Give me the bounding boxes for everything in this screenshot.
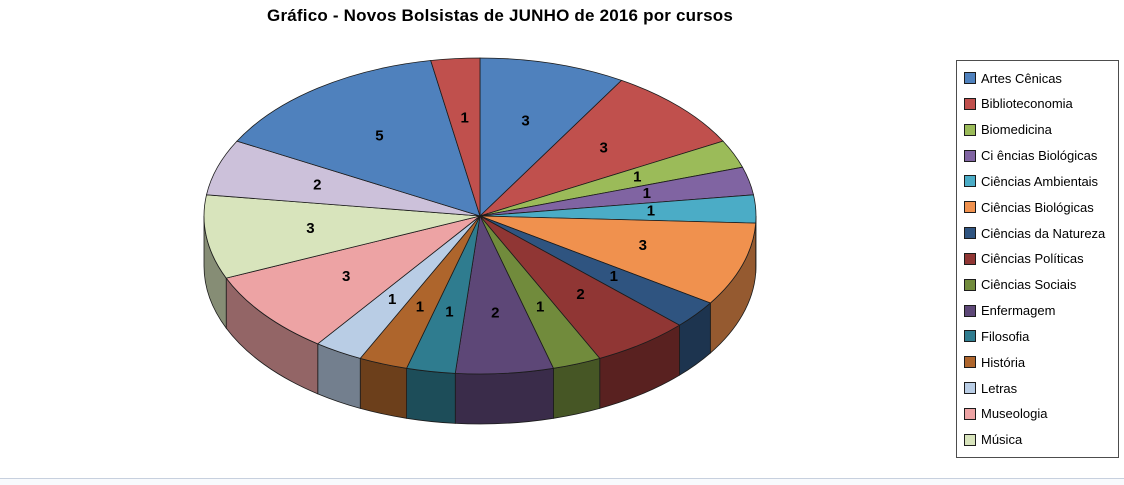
legend-swatch [964,123,976,136]
legend-label: Biblioteconomia [981,96,1073,112]
legend-swatch [964,175,976,188]
legend-swatch [964,433,976,446]
legend-label: Ciências Biológicas [981,199,1094,215]
legend-swatch [964,201,976,214]
legend-swatch [964,382,976,395]
legend-label: Museologia [981,406,1048,422]
legend-label: Ciências Políticas [981,251,1084,267]
bottom-divider [0,478,1124,485]
pie-slice-label: 1 [416,299,424,316]
pie-slice-label: 1 [388,291,396,308]
pie-slice-label: 3 [521,113,529,130]
legend-item[interactable]: História [964,354,1112,370]
pie-slice-label: 1 [647,203,655,220]
legend-swatch [964,278,976,291]
pie-slice[interactable] [430,57,481,217]
legend-label: Ciências da Natureza [981,225,1106,241]
legend-label: Biomedicina [981,122,1052,138]
legend-item[interactable]: Ciências da Natureza [964,225,1112,241]
legend-swatch [964,407,976,420]
pie-slice-label: 3 [306,220,314,237]
pie-slice-label: 1 [633,168,641,185]
pie-slice-side [406,367,456,424]
pie-slice-label: 1 [610,268,618,285]
legend-label: Enfermagem [981,303,1056,319]
pie-slice-label: 3 [639,237,647,254]
legend-swatch [964,356,976,369]
chart-title: Gráfico - Novos Bolsistas de JUNHO de 20… [267,6,733,25]
legend-swatch [964,72,976,84]
legend-item[interactable]: Ciências Políticas [964,251,1112,267]
legend-swatch [964,304,976,317]
legend-swatch [964,227,976,240]
legend-label: História [981,354,1026,370]
legend-item[interactable]: Filosofia [964,328,1112,344]
pie-slice-label: 2 [576,286,584,303]
legend: Artes Cênicas Biblioteconomia Biomedicina C… [956,60,1119,458]
pie-slice-label: 1 [643,185,651,202]
legend-item[interactable]: Enfermagem [964,303,1112,319]
pie-slice[interactable] [236,60,481,217]
pie-slice[interactable] [225,215,481,345]
pie-slice[interactable] [479,215,757,304]
legend-item[interactable]: Ciências Sociais [964,277,1112,293]
legend-item[interactable]: Letras [964,380,1112,396]
pie-slice[interactable] [479,57,623,217]
legend-swatch [964,252,976,265]
legend-label: Música [981,432,1023,448]
legend-swatch [964,149,976,162]
legend-item[interactable]: Música [964,432,1112,448]
pie-slice-label: 2 [313,177,321,194]
legend-swatch [964,330,976,343]
legend-item[interactable]: Ciências Ambientais [964,173,1112,189]
legend-label: Ciências Sociais [981,277,1077,293]
legend-label: Ciências Ambientais [981,173,1099,189]
pie-slice-side [454,367,554,425]
legend-item[interactable]: Ciências Biológicas [964,199,1112,215]
pie-slice-label: 1 [536,299,544,316]
legend-label: Letras [981,380,1018,396]
pie-slice-label: 1 [460,109,468,126]
pie-slice[interactable] [479,79,724,217]
pie-slice-label: 1 [445,303,453,320]
pie-slice-label: 5 [375,128,383,145]
legend-label: Ci ências Biológicas [981,148,1098,164]
legend-item[interactable]: Biblioteconomia [964,96,1112,112]
legend-swatch [964,97,976,110]
legend-item[interactable]: Museologia [964,406,1112,422]
legend-item[interactable]: Artes Cênicas [964,70,1112,86]
legend-item[interactable]: Ci ências Biológicas [964,148,1112,164]
pie-slice-label: 3 [342,268,350,285]
legend-label: Filosofia [981,328,1030,344]
pie-slice-label: 3 [600,139,608,156]
pie-slice-label: 2 [491,305,499,322]
legend-label: Artes Cênicas [981,70,1062,86]
pie-slice[interactable] [203,194,481,279]
legend-item[interactable]: Biomedicina [964,122,1112,138]
